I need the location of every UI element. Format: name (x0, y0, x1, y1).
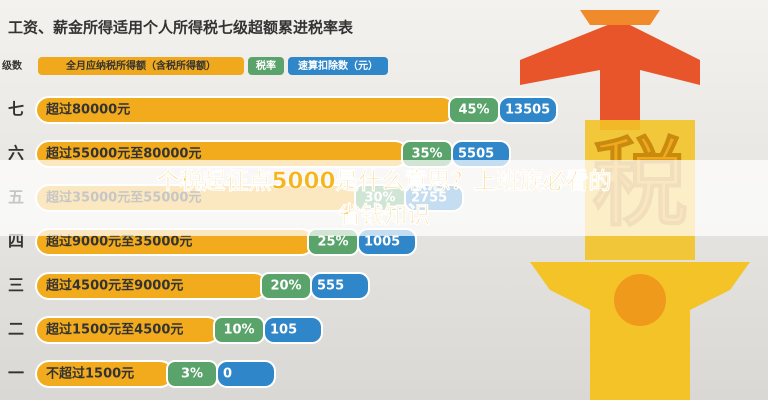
rate: 25% (317, 235, 348, 250)
level: 六 (8, 144, 24, 163)
bracket: 超过4500元至9000元 (46, 278, 183, 294)
level: 七 (8, 100, 24, 119)
ge-shape (520, 20, 700, 130)
overlay-title: 个税起征点5000是什么意思？上班族必看的 (156, 168, 611, 195)
rate: 10% (223, 323, 254, 338)
col-header: 税率 (256, 59, 276, 72)
figure-head (614, 274, 666, 326)
title: 工资、薪金所得适用个人所得税七级超额累进税率表 (8, 19, 354, 37)
bracket: 超过1500元至4500元 (46, 322, 183, 338)
level: 二 (8, 320, 24, 339)
bracket: 超过9000元至35000元 (46, 234, 192, 250)
deduction: 0 (223, 367, 232, 382)
col-header: 级数 (1, 59, 23, 72)
level: 四 (8, 232, 24, 251)
deduction: 555 (317, 279, 344, 294)
col-pill (38, 57, 244, 75)
bracket: 不超过1500元 (46, 366, 134, 382)
col-pill (248, 57, 284, 75)
col-pill (288, 57, 388, 75)
rate: 20% (270, 279, 301, 294)
deduction: 13505 (505, 103, 550, 118)
overlay-title: 省钱知识 (337, 202, 430, 229)
deduction-pill (310, 272, 370, 300)
table-header: 级数 全月应纳税所得额（含税所得额） 税率 速算扣除数（元） (1, 57, 388, 75)
col-header: 速算扣除数（元） (298, 59, 378, 72)
rate: 35% (411, 147, 442, 162)
deduction: 1005 (364, 235, 400, 250)
ge-top (580, 10, 660, 25)
level: 一 (8, 364, 24, 383)
rate: 3% (181, 367, 203, 382)
col-header: 全月应纳税所得额（含税所得额） (65, 59, 216, 72)
deduction-pill (498, 96, 558, 124)
overlay-band (0, 160, 768, 236)
deduction: 5505 (458, 147, 494, 162)
deduction-pill (263, 316, 323, 344)
deduction: 105 (270, 323, 297, 338)
figure (530, 262, 750, 400)
deduction-pill (216, 360, 276, 388)
bracket: 超过80000元 (46, 102, 130, 118)
level: 三 (8, 276, 24, 295)
bracket: 超过55000元至80000元 (46, 146, 201, 162)
rate: 45% (458, 103, 489, 118)
